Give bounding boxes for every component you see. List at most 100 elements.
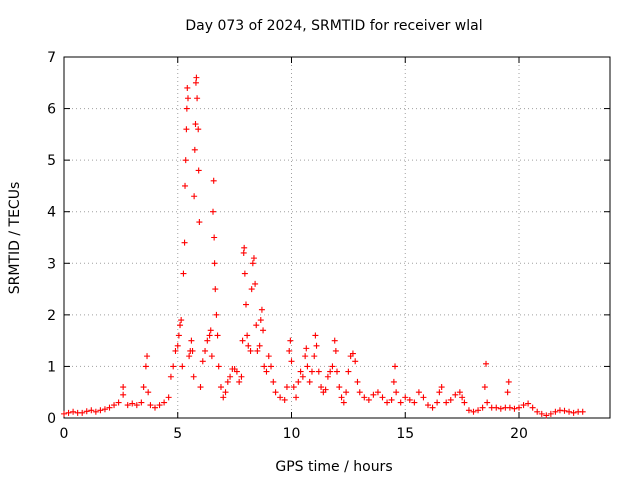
y-tick-label: 3	[47, 256, 56, 272]
data-point	[195, 167, 202, 174]
data-point	[120, 384, 127, 391]
data-point	[250, 255, 257, 262]
data-point	[170, 363, 177, 370]
data-point	[311, 353, 318, 360]
data-point	[293, 394, 300, 401]
data-point	[199, 358, 206, 365]
data-point	[388, 396, 395, 403]
data-point	[258, 306, 265, 313]
y-tick-labels: 0 1 2 3 4 5 6 7	[47, 50, 56, 427]
data-point	[261, 363, 268, 370]
chart-title: Day 073 of 2024, SRMTID for receiver wla…	[185, 18, 482, 34]
data-point	[70, 408, 77, 415]
data-point	[253, 322, 260, 329]
data-point	[356, 389, 363, 396]
data-point	[188, 337, 195, 344]
data-point	[156, 402, 163, 409]
data-point	[140, 384, 147, 391]
data-point	[304, 363, 311, 370]
data-point	[92, 408, 99, 415]
data-point	[308, 368, 315, 375]
data-point	[534, 408, 541, 415]
data-point	[186, 353, 193, 360]
data-point	[349, 350, 356, 357]
data-point	[436, 389, 443, 396]
data-point	[174, 342, 181, 349]
data-point	[484, 399, 491, 406]
data-point	[443, 399, 450, 406]
data-point	[190, 373, 197, 380]
data-point	[145, 389, 152, 396]
data-point	[165, 394, 172, 401]
data-point	[384, 399, 391, 406]
data-point	[83, 408, 90, 415]
data-point	[475, 407, 482, 414]
data-point	[152, 404, 158, 411]
data-point	[222, 389, 229, 396]
data-point	[365, 396, 372, 403]
data-point	[415, 389, 422, 396]
data-point	[283, 384, 290, 391]
data-point	[520, 402, 527, 409]
data-point	[189, 347, 196, 354]
data-point	[506, 404, 513, 411]
data-point	[322, 386, 329, 393]
data-point	[303, 345, 310, 352]
data-point	[236, 378, 243, 385]
data-point	[374, 389, 381, 396]
data-point	[286, 347, 293, 354]
data-point	[192, 79, 199, 86]
data-point	[281, 396, 288, 403]
data-point	[288, 358, 295, 365]
data-point	[297, 368, 304, 375]
grid-lines	[64, 57, 610, 418]
data-point	[447, 396, 454, 403]
data-point	[336, 384, 343, 391]
data-point	[312, 332, 319, 339]
data-point	[227, 373, 234, 380]
data-point	[538, 410, 545, 417]
data-point	[256, 342, 263, 349]
data-point	[197, 384, 204, 391]
data-point	[233, 368, 240, 375]
data-point	[144, 353, 151, 360]
data-point	[204, 337, 211, 344]
data-point	[224, 378, 231, 385]
data-point	[115, 399, 122, 406]
data-point	[220, 394, 227, 401]
data-point	[318, 384, 325, 391]
data-point	[241, 244, 248, 251]
data-point	[124, 402, 131, 409]
data-point	[552, 408, 559, 415]
data-point	[210, 208, 217, 215]
data-point	[138, 399, 145, 406]
data-point	[101, 406, 108, 413]
data-point	[329, 363, 336, 370]
data-point	[313, 342, 320, 349]
data-point	[459, 394, 466, 401]
data-point	[182, 182, 189, 189]
data-point	[561, 407, 568, 414]
data-point	[420, 394, 427, 401]
data-point	[265, 353, 272, 360]
data-point	[252, 280, 259, 287]
y-tick-label: 0	[47, 411, 56, 427]
data-point	[97, 407, 104, 414]
y-tick-label: 2	[47, 308, 56, 324]
data-point	[239, 337, 246, 344]
data-point	[147, 402, 154, 409]
data-point	[193, 74, 200, 81]
data-point	[202, 347, 209, 354]
data-point	[263, 368, 270, 375]
data-point	[465, 407, 472, 414]
data-point	[120, 391, 127, 398]
data-point	[211, 234, 218, 241]
x-tick-labels: 0 5 10 15 20	[60, 426, 528, 442]
data-point	[402, 394, 409, 401]
data-point	[184, 95, 191, 102]
data-point	[505, 378, 512, 385]
data-point	[106, 404, 113, 411]
data-point	[354, 378, 361, 385]
data-point	[397, 399, 404, 406]
data-point	[379, 394, 386, 401]
